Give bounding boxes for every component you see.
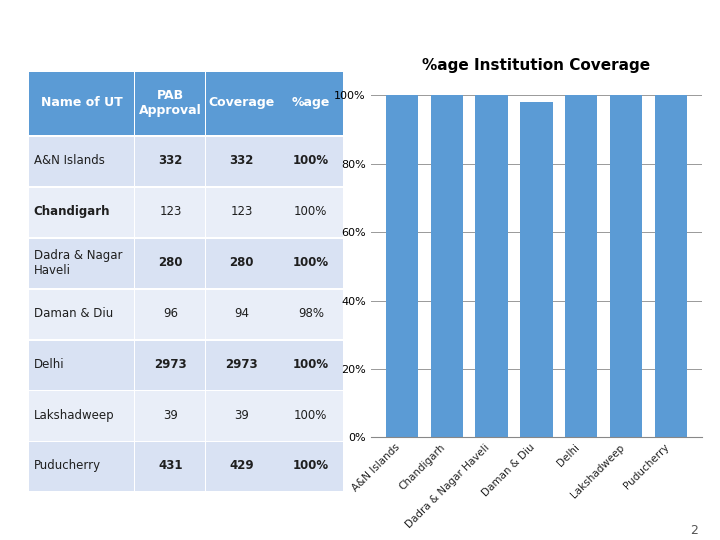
FancyBboxPatch shape	[29, 289, 134, 339]
Bar	[610, 96, 642, 437]
Text: 96: 96	[163, 307, 178, 320]
FancyBboxPatch shape	[29, 392, 134, 441]
Bar	[521, 102, 552, 437]
FancyBboxPatch shape	[29, 137, 134, 186]
FancyBboxPatch shape	[277, 188, 343, 237]
FancyBboxPatch shape	[206, 239, 276, 288]
FancyBboxPatch shape	[29, 341, 134, 390]
Text: 100%: 100%	[293, 460, 329, 472]
Text: 2: 2	[690, 524, 698, 537]
Text: 94: 94	[234, 307, 249, 320]
Text: 2973: 2973	[154, 358, 187, 371]
Text: Name of UT: Name of UT	[41, 96, 122, 109]
FancyBboxPatch shape	[206, 392, 276, 441]
FancyBboxPatch shape	[206, 289, 276, 339]
FancyBboxPatch shape	[277, 137, 343, 186]
Text: 280: 280	[158, 256, 183, 269]
Text: No. of Schools (Primary & U. Primary): No. of Schools (Primary & U. Primary)	[108, 17, 612, 42]
Bar	[654, 96, 687, 437]
Text: Daman & Diu: Daman & Diu	[34, 307, 113, 320]
Text: Dadra & Nagar
Haveli: Dadra & Nagar Haveli	[34, 248, 122, 276]
Text: 123: 123	[159, 205, 181, 218]
Text: Puducherry: Puducherry	[34, 460, 101, 472]
FancyBboxPatch shape	[277, 72, 343, 136]
Text: Delhi: Delhi	[34, 358, 64, 371]
Text: 123: 123	[230, 205, 253, 218]
Text: 100%: 100%	[294, 409, 328, 422]
FancyBboxPatch shape	[206, 442, 276, 491]
Text: Chandigarh: Chandigarh	[34, 205, 110, 218]
Text: A&N Islands: A&N Islands	[34, 154, 104, 167]
FancyBboxPatch shape	[206, 72, 276, 136]
Text: 431: 431	[158, 460, 183, 472]
FancyBboxPatch shape	[135, 442, 205, 491]
FancyBboxPatch shape	[277, 392, 343, 441]
FancyBboxPatch shape	[277, 239, 343, 288]
Text: 280: 280	[230, 256, 254, 269]
FancyBboxPatch shape	[135, 72, 205, 136]
Bar	[565, 96, 598, 437]
Text: Lakshadweep: Lakshadweep	[34, 409, 114, 422]
FancyBboxPatch shape	[135, 341, 205, 390]
Text: 98%: 98%	[298, 307, 324, 320]
Bar	[431, 96, 463, 437]
FancyBboxPatch shape	[277, 442, 343, 491]
Title: %age Institution Coverage: %age Institution Coverage	[423, 58, 650, 73]
Text: 39: 39	[235, 409, 249, 422]
Text: 100%: 100%	[293, 358, 329, 371]
FancyBboxPatch shape	[135, 289, 205, 339]
FancyBboxPatch shape	[206, 188, 276, 237]
Text: %age: %age	[292, 96, 330, 109]
FancyBboxPatch shape	[135, 392, 205, 441]
Text: 100%: 100%	[293, 154, 329, 167]
FancyBboxPatch shape	[135, 188, 205, 237]
FancyBboxPatch shape	[135, 239, 205, 288]
FancyBboxPatch shape	[29, 188, 134, 237]
Text: 100%: 100%	[294, 205, 328, 218]
Text: 100%: 100%	[293, 256, 329, 269]
FancyBboxPatch shape	[206, 137, 276, 186]
FancyBboxPatch shape	[29, 72, 134, 136]
FancyBboxPatch shape	[206, 341, 276, 390]
Text: Coverage: Coverage	[209, 96, 275, 109]
FancyBboxPatch shape	[277, 341, 343, 390]
Text: 332: 332	[230, 154, 254, 167]
FancyBboxPatch shape	[29, 239, 134, 288]
Text: 429: 429	[230, 460, 254, 472]
FancyBboxPatch shape	[135, 137, 205, 186]
Bar	[386, 96, 418, 437]
Bar	[475, 96, 508, 437]
FancyBboxPatch shape	[29, 442, 134, 491]
Text: 39: 39	[163, 409, 178, 422]
Text: 2973: 2973	[225, 358, 258, 371]
FancyBboxPatch shape	[277, 289, 343, 339]
Text: 332: 332	[158, 154, 183, 167]
Text: PAB
Approval: PAB Approval	[139, 89, 202, 117]
